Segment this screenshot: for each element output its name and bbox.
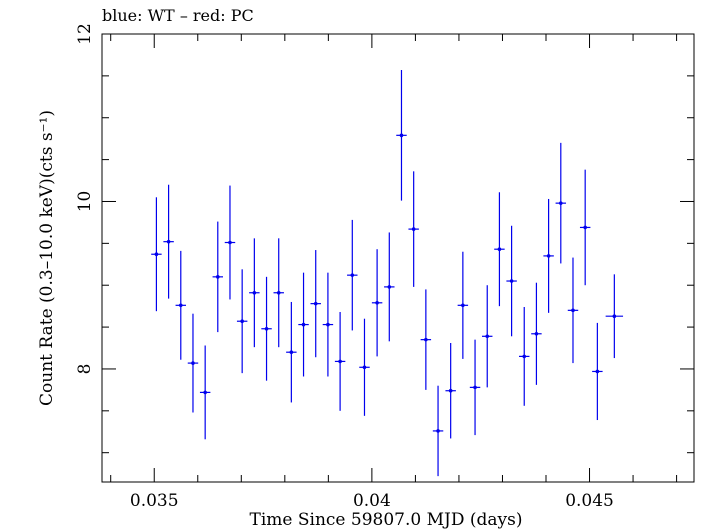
point-marker — [461, 303, 465, 308]
point-marker — [534, 331, 539, 336]
point-marker — [276, 290, 281, 295]
data-point — [445, 342, 456, 439]
point-marker — [313, 301, 318, 306]
x-axis-title: Time Since 59807.0 MJD (days) — [250, 510, 523, 530]
point-marker — [326, 322, 330, 327]
point-marker — [448, 388, 453, 393]
point-marker — [154, 252, 159, 257]
data-point — [384, 232, 395, 342]
data-point — [187, 313, 199, 413]
point-marker — [424, 337, 428, 342]
data-point — [579, 169, 591, 286]
point-marker — [178, 303, 183, 308]
data-point — [322, 272, 334, 377]
x-axis-tick-labels: 0.035 0.04 0.045 — [130, 491, 614, 511]
data-point — [543, 198, 554, 313]
point-marker — [473, 385, 477, 390]
y-axis-title: Count Rate (0.3–10.0 keV)(cts s⁻¹) — [37, 110, 57, 406]
y-tick-label: 12 — [75, 23, 95, 45]
data-point — [199, 345, 211, 440]
point-marker — [497, 247, 502, 252]
data-point — [531, 282, 542, 385]
point-marker — [522, 354, 527, 359]
data-point — [420, 289, 432, 390]
data-point — [236, 269, 248, 374]
point-marker — [387, 285, 392, 289]
data-point — [396, 70, 407, 201]
x-axis-ticks — [110, 34, 678, 482]
point-marker — [289, 350, 294, 355]
point-marker — [485, 334, 490, 339]
point-marker — [215, 275, 220, 279]
data-point — [347, 219, 358, 331]
y-tick-label: 10 — [75, 191, 95, 213]
data-point — [298, 272, 309, 377]
data-points — [151, 70, 624, 477]
data-point — [605, 274, 624, 359]
y-tick-label: 8 — [75, 364, 95, 375]
data-point — [212, 221, 224, 333]
y-axis-ticks — [102, 33, 694, 454]
data-point — [494, 192, 505, 307]
data-point — [567, 257, 579, 364]
y-axis-tick-labels: 8 10 12 — [75, 23, 95, 374]
point-marker — [362, 365, 367, 370]
data-point — [261, 276, 272, 381]
point-marker — [559, 201, 563, 205]
data-point — [506, 225, 517, 337]
data-point — [469, 339, 481, 436]
data-point — [432, 385, 444, 477]
data-point — [249, 238, 260, 348]
data-point — [224, 185, 236, 300]
data-point — [457, 251, 469, 359]
point-marker — [583, 225, 587, 230]
point-marker — [399, 133, 404, 138]
point-marker — [375, 301, 379, 305]
data-point — [273, 238, 284, 348]
point-marker — [203, 390, 207, 395]
point-marker — [411, 227, 416, 231]
point-marker — [301, 322, 306, 327]
data-point — [310, 250, 321, 358]
data-point — [555, 142, 567, 264]
data-point — [286, 301, 297, 403]
point-marker — [252, 290, 257, 295]
data-point — [334, 312, 346, 411]
data-point — [408, 171, 419, 287]
x-tick-label: 0.035 — [130, 491, 179, 511]
x-tick-label: 0.045 — [565, 491, 614, 511]
point-marker — [191, 361, 195, 365]
x-tick-label: 0.04 — [353, 491, 391, 511]
point-marker — [240, 319, 244, 324]
data-point — [371, 249, 383, 357]
plot-frame — [101, 33, 695, 483]
point-marker — [571, 308, 575, 313]
point-marker — [509, 279, 514, 283]
point-marker — [350, 273, 355, 277]
point-marker — [264, 326, 269, 331]
data-point — [359, 318, 370, 416]
point-marker — [612, 314, 617, 318]
point-marker — [338, 359, 342, 364]
chart-title: blue: WT – red: PC — [102, 6, 254, 25]
data-point — [163, 184, 174, 299]
data-point — [592, 322, 603, 421]
point-marker — [595, 369, 600, 374]
data-point — [482, 285, 493, 388]
data-point — [519, 306, 530, 406]
point-marker — [546, 254, 551, 258]
point-marker — [228, 240, 232, 245]
point-marker — [436, 429, 440, 433]
point-marker — [166, 239, 171, 244]
data-point — [175, 250, 187, 360]
data-point — [151, 197, 162, 312]
